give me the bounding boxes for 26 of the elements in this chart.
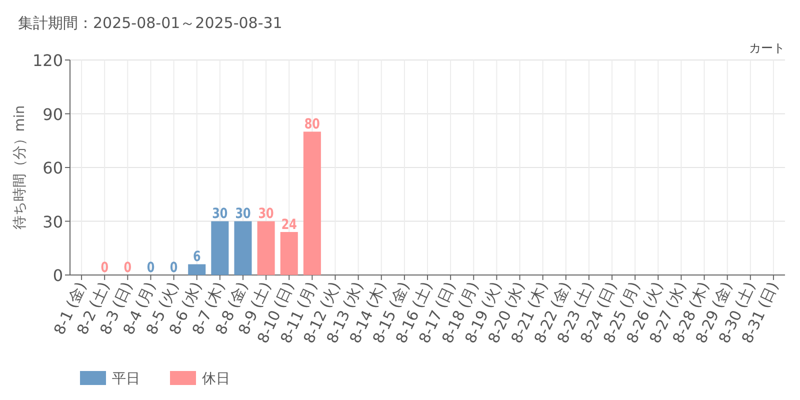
bar [280, 232, 298, 275]
data-label: 6 [192, 248, 201, 265]
y-tick-label: 120 [32, 51, 63, 70]
bar [303, 132, 321, 275]
data-label: 30 [235, 205, 251, 222]
data-label: 0 [100, 258, 109, 276]
y-tick-label: 90 [42, 104, 63, 124]
y-tick-label: 30 [42, 212, 63, 232]
y-tick-label: 60 [42, 158, 63, 178]
y-axis-title: 待ち時間（分）min [12, 105, 28, 230]
data-label: 0 [146, 258, 155, 276]
bar [211, 221, 229, 275]
y-tick-label: 0 [52, 266, 63, 285]
bar [188, 264, 206, 275]
data-label: 0 [124, 258, 132, 276]
legend-label: 休日 [202, 371, 230, 387]
bar [257, 221, 275, 275]
chart-title: 集計期間：2025-08-01～2025-08-31 [18, 14, 282, 32]
data-label: 30 [212, 205, 228, 222]
chart-subtitle: カート [749, 41, 785, 55]
data-label: 80 [304, 115, 320, 132]
data-label: 30 [258, 205, 274, 222]
data-label: 24 [281, 216, 298, 232]
data-label: 0 [170, 258, 178, 276]
bar [234, 221, 252, 275]
legend-label: 平日 [112, 371, 140, 387]
